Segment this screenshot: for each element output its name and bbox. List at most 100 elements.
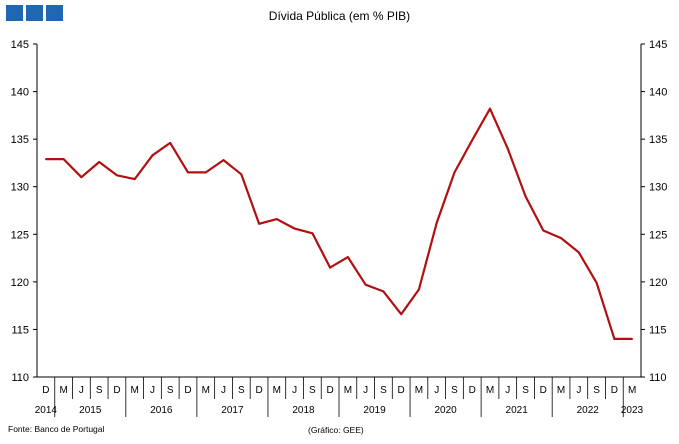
x-tick-label: J — [505, 385, 510, 396]
x-tick-label: M — [344, 385, 352, 396]
data-point — [524, 195, 527, 198]
x-tick-label: M — [486, 385, 494, 396]
data-point — [595, 281, 598, 284]
data-point — [577, 251, 580, 254]
x-tick-label: M — [273, 385, 281, 396]
data-point — [204, 171, 207, 174]
data-point — [116, 174, 118, 177]
y-tick-label-right: 110 — [649, 372, 667, 384]
x-tick-label: J — [79, 385, 84, 396]
y-tick-label-right: 120 — [649, 277, 667, 289]
x-tick-label: M — [202, 385, 210, 396]
x-tick-label: J — [434, 385, 439, 396]
y-tick-label-left: 145 — [11, 39, 29, 51]
year-label: 2023 — [621, 405, 644, 416]
year-label: 2022 — [577, 405, 600, 416]
series-line — [45, 107, 633, 340]
data-point — [240, 173, 243, 176]
data-point — [329, 266, 332, 269]
x-tick-label: S — [451, 385, 458, 396]
year-label: 2021 — [506, 405, 529, 416]
data-point — [346, 256, 349, 259]
data-point — [151, 154, 154, 157]
x-tick-label: J — [576, 385, 581, 396]
x-tick-label: M — [59, 385, 67, 396]
x-tick-label: S — [309, 385, 316, 396]
data-point — [80, 176, 83, 179]
data-point — [489, 107, 491, 110]
data-point — [453, 171, 456, 174]
x-tick-label: D — [540, 385, 547, 396]
x-tick-label: J — [363, 385, 368, 396]
data-point — [631, 338, 634, 340]
y-tick-label-right: 145 — [649, 39, 667, 51]
x-tick-label: S — [96, 385, 103, 396]
data-point — [169, 142, 172, 144]
y-tick-label-right: 125 — [649, 229, 667, 241]
data-point — [382, 290, 385, 293]
x-tick-label: M — [415, 385, 423, 396]
year-label: 2016 — [150, 405, 173, 416]
x-tick-label: D — [42, 385, 49, 396]
data-point — [400, 313, 403, 316]
year-label: 2014 — [35, 405, 58, 416]
y-tick-label-left: 120 — [11, 277, 29, 289]
data-point — [275, 218, 278, 220]
y-tick-label-left: 135 — [11, 134, 29, 146]
y-tick-label-left: 140 — [11, 87, 29, 99]
data-point — [311, 232, 314, 235]
y-tick-label-right: 140 — [649, 87, 667, 99]
data-point — [560, 237, 562, 239]
x-tick-label: D — [327, 385, 334, 396]
data-point — [293, 227, 296, 230]
data-point — [258, 222, 260, 225]
logo-square — [26, 5, 43, 21]
data-point — [506, 147, 509, 150]
data-point — [471, 139, 474, 141]
chart-title: Dívida Pública (em % PIB) — [268, 9, 411, 23]
y-tick-label-left: 125 — [11, 229, 29, 241]
x-tick-label: S — [593, 385, 600, 396]
x-tick-label: D — [469, 385, 476, 396]
x-tick-label: J — [221, 385, 226, 396]
data-point — [133, 178, 136, 181]
data-point — [542, 229, 545, 232]
data-point — [222, 159, 225, 161]
year-label: 2020 — [434, 405, 457, 416]
data-point — [44, 158, 47, 161]
data-point — [418, 288, 420, 291]
data-point — [364, 283, 367, 286]
x-tick-label: M — [628, 385, 636, 396]
x-tick-label: J — [150, 385, 155, 396]
y-tick-label-right: 115 — [649, 324, 667, 336]
x-tick-label: S — [522, 385, 529, 396]
x-tick-label: D — [184, 385, 191, 396]
year-label: 2015 — [79, 405, 102, 416]
year-label: 2017 — [221, 405, 244, 416]
data-point — [435, 221, 438, 224]
x-tick-label: D — [611, 385, 618, 396]
data-point — [613, 338, 616, 340]
source-note: Fonte: Banco de Portugal — [8, 424, 105, 434]
y-tick-label-left: 110 — [11, 372, 29, 384]
x-tick-label: M — [557, 385, 565, 396]
data-point — [187, 171, 189, 174]
data-point — [62, 158, 65, 161]
x-tick-label: D — [113, 385, 120, 396]
x-tick-label: J — [292, 385, 297, 396]
x-tick-label: S — [167, 385, 174, 396]
y-tick-label-left: 130 — [11, 182, 29, 194]
x-tick-label: D — [398, 385, 405, 396]
logo-square — [6, 5, 23, 21]
x-tick-label: S — [238, 385, 245, 396]
year-label: 2019 — [363, 405, 386, 416]
data-point — [98, 161, 101, 163]
y-tick-label-left: 115 — [11, 324, 29, 336]
gee-logo — [6, 5, 63, 21]
year-label: 2018 — [292, 405, 315, 416]
y-tick-label-right: 135 — [649, 134, 667, 146]
x-tick-label: D — [255, 385, 262, 396]
logo-square — [46, 5, 63, 21]
chart-credit: (Gráfico: GEE) — [308, 425, 364, 435]
